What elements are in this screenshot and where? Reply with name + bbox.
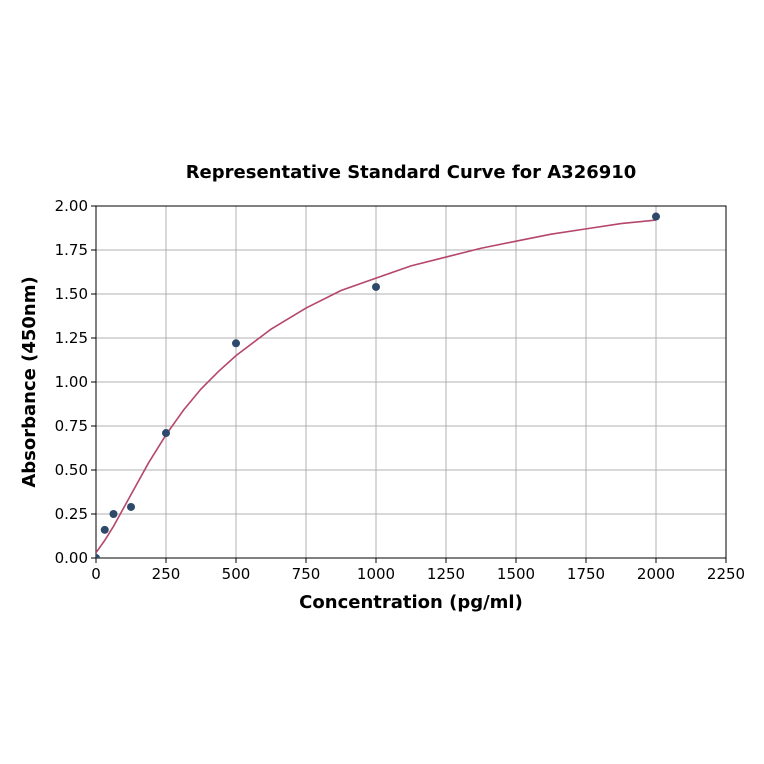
- data-point: [232, 339, 240, 348]
- y-tick-label: 0.25: [55, 505, 88, 523]
- x-tick-label: 2250: [707, 565, 745, 583]
- data-point: [109, 510, 118, 518]
- data-point: [162, 429, 170, 438]
- x-axis-ticks: 0 250 500 750 1000 1250 1500 1750 2000 2250: [91, 558, 745, 583]
- x-tick-label: 750: [292, 565, 321, 583]
- chart-title: Representative Standard Curve for A32691…: [186, 162, 637, 183]
- y-tick-label: 1.25: [55, 329, 88, 347]
- y-axis-ticks: 0.00 0.25 0.50 0.75 1.00 1.25 1.50 1.75 2.00: [55, 197, 96, 567]
- x-tick-label: 1000: [357, 565, 395, 583]
- x-axis-label: Concentration (pg/ml): [299, 592, 523, 613]
- x-tick-label: 1750: [567, 565, 605, 583]
- data-point: [96, 554, 100, 558]
- data-point: [100, 525, 109, 534]
- y-tick-label: 1.50: [55, 285, 88, 303]
- x-tick-label: 500: [222, 565, 251, 583]
- y-tick-label: 2.00: [55, 197, 88, 215]
- x-tick-label: 1500: [497, 565, 535, 583]
- y-tick-label: 1.00: [55, 373, 88, 391]
- y-tick-label: 0.75: [55, 417, 88, 435]
- data-point: [652, 212, 660, 221]
- fit-curve-group: [96, 219, 657, 554]
- data-point: [372, 282, 380, 291]
- x-tick-label: 1250: [427, 565, 465, 583]
- y-tick-label: 1.75: [55, 241, 88, 259]
- fit-curve: [96, 219, 657, 554]
- x-tick-label: 250: [152, 565, 181, 583]
- x-tick-label: 2000: [637, 565, 675, 583]
- data-points: [96, 212, 660, 558]
- y-axis-label: Absorbance (450nm): [19, 276, 40, 487]
- data-point: [127, 502, 135, 511]
- y-tick-label: 0.00: [55, 549, 88, 567]
- x-tick-label: 0: [91, 565, 101, 583]
- y-tick-label: 0.50: [55, 461, 88, 479]
